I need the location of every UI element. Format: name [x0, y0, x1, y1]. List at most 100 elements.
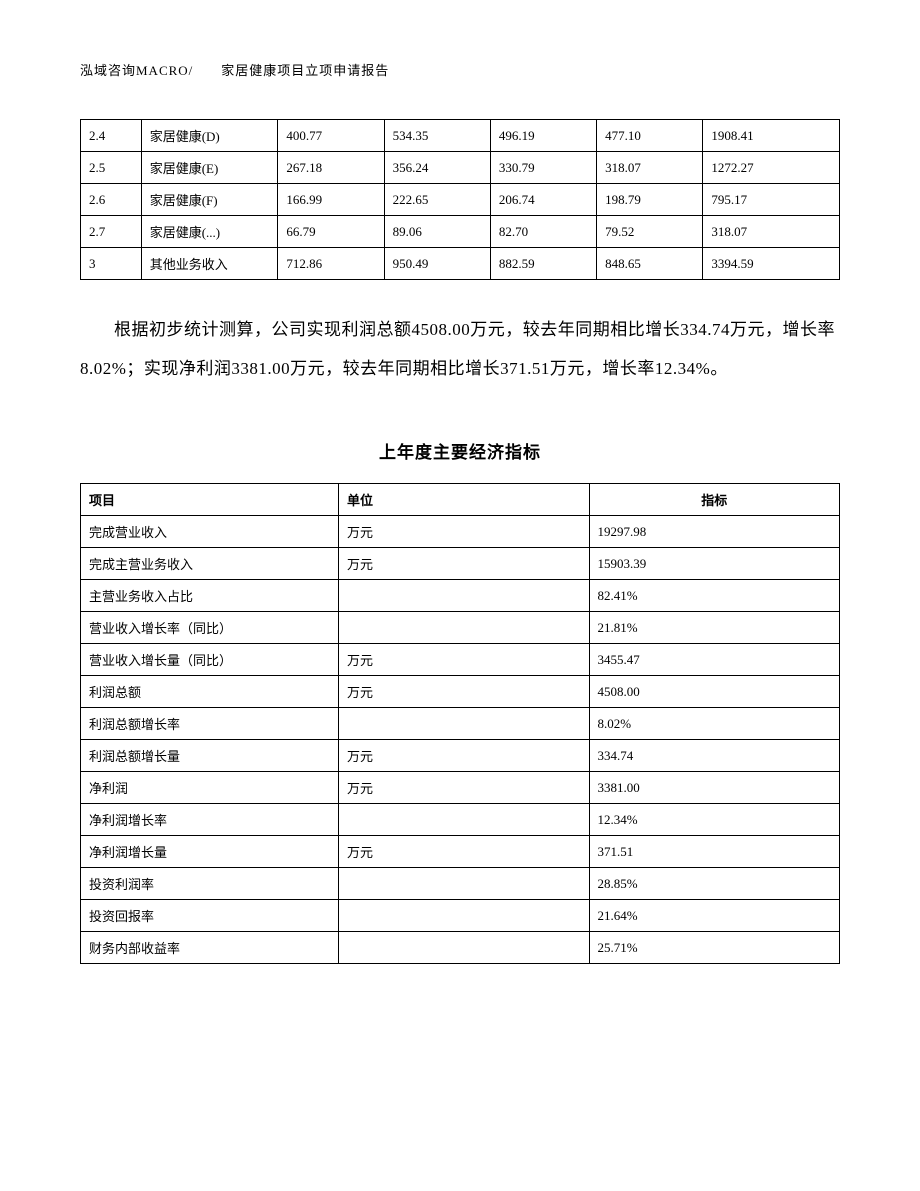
table-cell: 1908.41 [703, 120, 840, 152]
table-cell: 营业收入增长率（同比） [81, 612, 339, 644]
table-cell: 21.64% [589, 900, 839, 932]
table-cell: 950.49 [384, 248, 490, 280]
section-title: 上年度主要经济指标 [80, 438, 840, 463]
table-cell: 3394.59 [703, 248, 840, 280]
table-cell: 万元 [339, 772, 589, 804]
table-cell [339, 580, 589, 612]
table-row: 净利润增长率 12.34% [81, 804, 840, 836]
table-cell: 198.79 [597, 184, 703, 216]
table-cell: 89.06 [384, 216, 490, 248]
table-cell: 家居健康(E) [141, 152, 278, 184]
table-cell: 主营业务收入占比 [81, 580, 339, 612]
document-header: 泓域咨询MACRO/ 家居健康项目立项申请报告 [80, 60, 840, 79]
table-cell: 万元 [339, 644, 589, 676]
table-row: 利润总额万元4508.00 [81, 676, 840, 708]
table-cell: 4508.00 [589, 676, 839, 708]
table-cell: 400.77 [278, 120, 384, 152]
table-row: 投资利润率 28.85% [81, 868, 840, 900]
table-cell: 利润总额 [81, 676, 339, 708]
table-cell: 15903.39 [589, 548, 839, 580]
header-project: 项目 [81, 484, 339, 516]
table-row: 2.7家居健康(...)66.7989.0682.7079.52318.07 [81, 216, 840, 248]
table-cell: 2.6 [81, 184, 142, 216]
table-cell: 66.79 [278, 216, 384, 248]
table-cell: 19297.98 [589, 516, 839, 548]
table-cell: 投资回报率 [81, 900, 339, 932]
table-row: 利润总额增长量万元334.74 [81, 740, 840, 772]
table-cell: 营业收入增长量（同比） [81, 644, 339, 676]
table-cell: 完成营业收入 [81, 516, 339, 548]
table-cell: 712.86 [278, 248, 384, 280]
table-cell: 496.19 [490, 120, 596, 152]
header-unit: 单位 [339, 484, 589, 516]
table-row: 主营业务收入占比 82.41% [81, 580, 840, 612]
table-cell: 家居健康(...) [141, 216, 278, 248]
table-cell: 2.7 [81, 216, 142, 248]
table-cell: 家居健康(F) [141, 184, 278, 216]
summary-paragraph: 根据初步统计测算，公司实现利润总额4508.00万元，较去年同期相比增长334.… [80, 310, 840, 388]
table-row: 2.4家居健康(D)400.77534.35496.19477.101908.4… [81, 120, 840, 152]
table-cell: 其他业务收入 [141, 248, 278, 280]
table-cell: 222.65 [384, 184, 490, 216]
table-cell: 万元 [339, 676, 589, 708]
table-cell: 79.52 [597, 216, 703, 248]
table-cell: 318.07 [703, 216, 840, 248]
table-cell: 21.81% [589, 612, 839, 644]
header-indicator: 指标 [589, 484, 839, 516]
table-cell: 净利润增长率 [81, 804, 339, 836]
table-cell: 投资利润率 [81, 868, 339, 900]
indicators-table-body: 完成营业收入万元19297.98完成主营业务收入万元15903.39主营业务收入… [81, 516, 840, 964]
revenue-table-body: 2.4家居健康(D)400.77534.35496.19477.101908.4… [81, 120, 840, 280]
table-cell: 334.74 [589, 740, 839, 772]
table-row: 财务内部收益率 25.71% [81, 932, 840, 964]
table-cell: 330.79 [490, 152, 596, 184]
table-cell: 206.74 [490, 184, 596, 216]
table-cell: 25.71% [589, 932, 839, 964]
table-cell: 166.99 [278, 184, 384, 216]
revenue-table: 2.4家居健康(D)400.77534.35496.19477.101908.4… [80, 119, 840, 280]
table-cell: 82.70 [490, 216, 596, 248]
table-row: 净利润增长量万元371.51 [81, 836, 840, 868]
table-cell [339, 804, 589, 836]
table-cell: 28.85% [589, 868, 839, 900]
header-text: 泓域咨询MACRO/ 家居健康项目立项申请报告 [80, 63, 389, 78]
table-cell: 12.34% [589, 804, 839, 836]
table-row: 2.6家居健康(F)166.99222.65206.74198.79795.17 [81, 184, 840, 216]
table-cell: 利润总额增长量 [81, 740, 339, 772]
table-cell: 1272.27 [703, 152, 840, 184]
table-cell: 267.18 [278, 152, 384, 184]
table-cell: 家居健康(D) [141, 120, 278, 152]
table-cell [339, 932, 589, 964]
table-row: 2.5家居健康(E)267.18356.24330.79318.071272.2… [81, 152, 840, 184]
table-cell: 万元 [339, 516, 589, 548]
table-cell: 3 [81, 248, 142, 280]
table-cell: 净利润 [81, 772, 339, 804]
table-row: 营业收入增长率（同比） 21.81% [81, 612, 840, 644]
table-cell [339, 868, 589, 900]
indicators-table: 项目 单位 指标 完成营业收入万元19297.98完成主营业务收入万元15903… [80, 483, 840, 964]
table-cell: 318.07 [597, 152, 703, 184]
paragraph-text: 根据初步统计测算，公司实现利润总额4508.00万元，较去年同期相比增长334.… [80, 320, 835, 378]
table-cell: 371.51 [589, 836, 839, 868]
table-row: 利润总额增长率8.02% [81, 708, 840, 740]
table-cell: 3455.47 [589, 644, 839, 676]
table-row: 完成主营业务收入万元15903.39 [81, 548, 840, 580]
table-cell [339, 900, 589, 932]
table-row: 投资回报率 21.64% [81, 900, 840, 932]
section-title-text: 上年度主要经济指标 [379, 443, 541, 462]
table-cell: 万元 [339, 740, 589, 772]
table-row: 完成营业收入万元19297.98 [81, 516, 840, 548]
table-row: 营业收入增长量（同比）万元3455.47 [81, 644, 840, 676]
table-cell: 万元 [339, 548, 589, 580]
table-cell: 万元 [339, 836, 589, 868]
table-row: 3其他业务收入712.86950.49882.59848.653394.59 [81, 248, 840, 280]
table-row: 净利润万元3381.00 [81, 772, 840, 804]
table-cell: 利润总额增长率 [81, 708, 339, 740]
table-cell: 82.41% [589, 580, 839, 612]
table-cell: 财务内部收益率 [81, 932, 339, 964]
table-cell: 2.5 [81, 152, 142, 184]
table-cell: 477.10 [597, 120, 703, 152]
table-cell: 534.35 [384, 120, 490, 152]
table-cell [339, 612, 589, 644]
indicators-header-row: 项目 单位 指标 [81, 484, 840, 516]
